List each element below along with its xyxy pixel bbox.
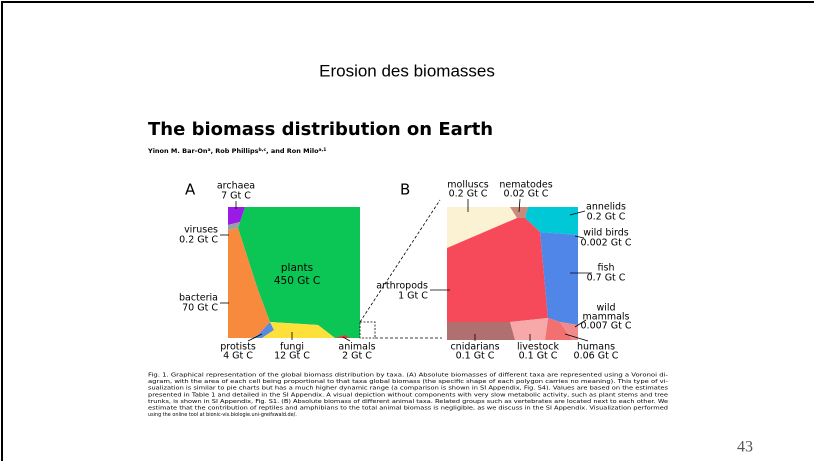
cell-name: protists: [220, 342, 256, 353]
leader-line: [247, 333, 263, 342]
author: Yinon M. Bar-On: [147, 147, 208, 155]
author-affiliation: a,1: [319, 147, 327, 153]
nematodes-cell: [510, 207, 528, 218]
cell-name: fish: [598, 263, 615, 274]
bacteria-cell: [228, 228, 270, 338]
author-affiliation: a: [208, 148, 211, 153]
cell-value: 0.002 Gt C: [581, 238, 632, 249]
cell-value: 0.1 Gt C: [519, 351, 558, 362]
cell-name: fungi: [280, 342, 304, 353]
caption-line: using the online tool at bionic-vis.biol…: [148, 412, 297, 418]
cell-name: livestock: [517, 342, 559, 353]
panel-label: B: [400, 181, 410, 199]
cell-value: 0.007 Gt C: [581, 321, 632, 332]
viruses-cell: [228, 222, 240, 230]
wild-mammals-cell: [560, 322, 578, 340]
cell-name: cnidarians: [450, 342, 499, 353]
zoom-line: [359, 199, 441, 323]
molluscs-cell: [447, 207, 517, 248]
cell-value: 0.1 Gt C: [456, 351, 495, 362]
caption-line: Fig. 1. Graphical representation of the …: [148, 373, 668, 379]
cell-name: viruses: [184, 225, 218, 236]
author: , Rob Phillips: [211, 147, 259, 155]
animals-cell: [335, 335, 350, 338]
cell-value: 7 Gt C: [221, 191, 251, 202]
fish-cell: [540, 232, 578, 325]
leader-line: [342, 336, 351, 342]
fungi-cell: [262, 322, 335, 338]
arthropods-cell: [447, 218, 548, 322]
author-affiliation: b,c: [259, 147, 267, 153]
paper-title: The biomass distribution on Earth: [148, 119, 493, 140]
cell-name: annelids: [586, 202, 626, 213]
cell-value: 450 Gt C: [274, 275, 320, 287]
cnidarians-cell: [447, 322, 515, 340]
panel-b: [430, 198, 592, 342]
caption-line: estimate that the contribution of reptil…: [148, 406, 668, 412]
cell-name: mammals: [583, 312, 630, 323]
cell-value: 4 Gt C: [223, 351, 253, 362]
cell-name: wild: [596, 303, 615, 314]
leader-line: [574, 319, 587, 328]
cell-value: 2 Gt C: [342, 351, 372, 362]
caption-line: sualization is similar to pie charts but…: [148, 386, 669, 392]
panel-a: [220, 199, 442, 342]
slide-title: Erosion des biomasses: [319, 61, 495, 80]
cell-value: 1 Gt C: [398, 291, 428, 302]
cell-value: 0.02 Gt C: [504, 189, 549, 200]
cell-name: animals: [338, 342, 375, 353]
protists-cell: [252, 322, 274, 338]
cell-value: 70 Gt C: [182, 303, 218, 314]
zoom-box: [359, 321, 376, 339]
livestock-cell: [510, 318, 548, 340]
cell-name: wild birds: [583, 228, 629, 239]
cell-name: plants: [281, 262, 313, 274]
leader-line: [564, 333, 589, 342]
humans-cell: [545, 318, 572, 340]
caption-line: trunks, is shown in SI Appendix, Fig. S1…: [148, 399, 668, 405]
cell-name: archaea: [217, 181, 255, 192]
cell-name: bacteria: [179, 293, 218, 304]
cell-name: humans: [577, 342, 615, 353]
panel-label: A: [185, 181, 196, 199]
paper-authors: Yinon M. Bar-Ona, Rob Phillipsb,c, and R…: [147, 147, 326, 156]
caption-line: agram, with the area of each cell being …: [148, 379, 668, 385]
cell-value: 0.2 Gt C: [179, 235, 218, 246]
leader-line: [518, 198, 521, 213]
cell-value: 0.2 Gt C: [449, 189, 488, 200]
cell-name: nematodes: [499, 180, 552, 191]
figure-caption: Fig. 1. Graphical representation of the …: [148, 373, 669, 419]
plants-cell: [238, 207, 360, 338]
page-number: 43: [737, 439, 753, 456]
cell-name: arthropods: [376, 281, 428, 292]
cell-value: 12 Gt C: [274, 351, 310, 362]
leader-line: [574, 235, 585, 239]
archaea-cell: [228, 207, 245, 225]
cell-value: 0.06 Gt C: [574, 351, 619, 362]
cell-value: 0.7 Gt C: [587, 273, 626, 284]
annelids-cell: [525, 207, 578, 235]
author: , and Ron Milo: [266, 147, 319, 155]
cell-name: molluscs: [447, 180, 489, 191]
caption-line: presented in Table 1 and detailed in the…: [148, 392, 668, 398]
cell-value: 0.2 Gt C: [587, 212, 626, 223]
leader-line: [569, 210, 586, 216]
